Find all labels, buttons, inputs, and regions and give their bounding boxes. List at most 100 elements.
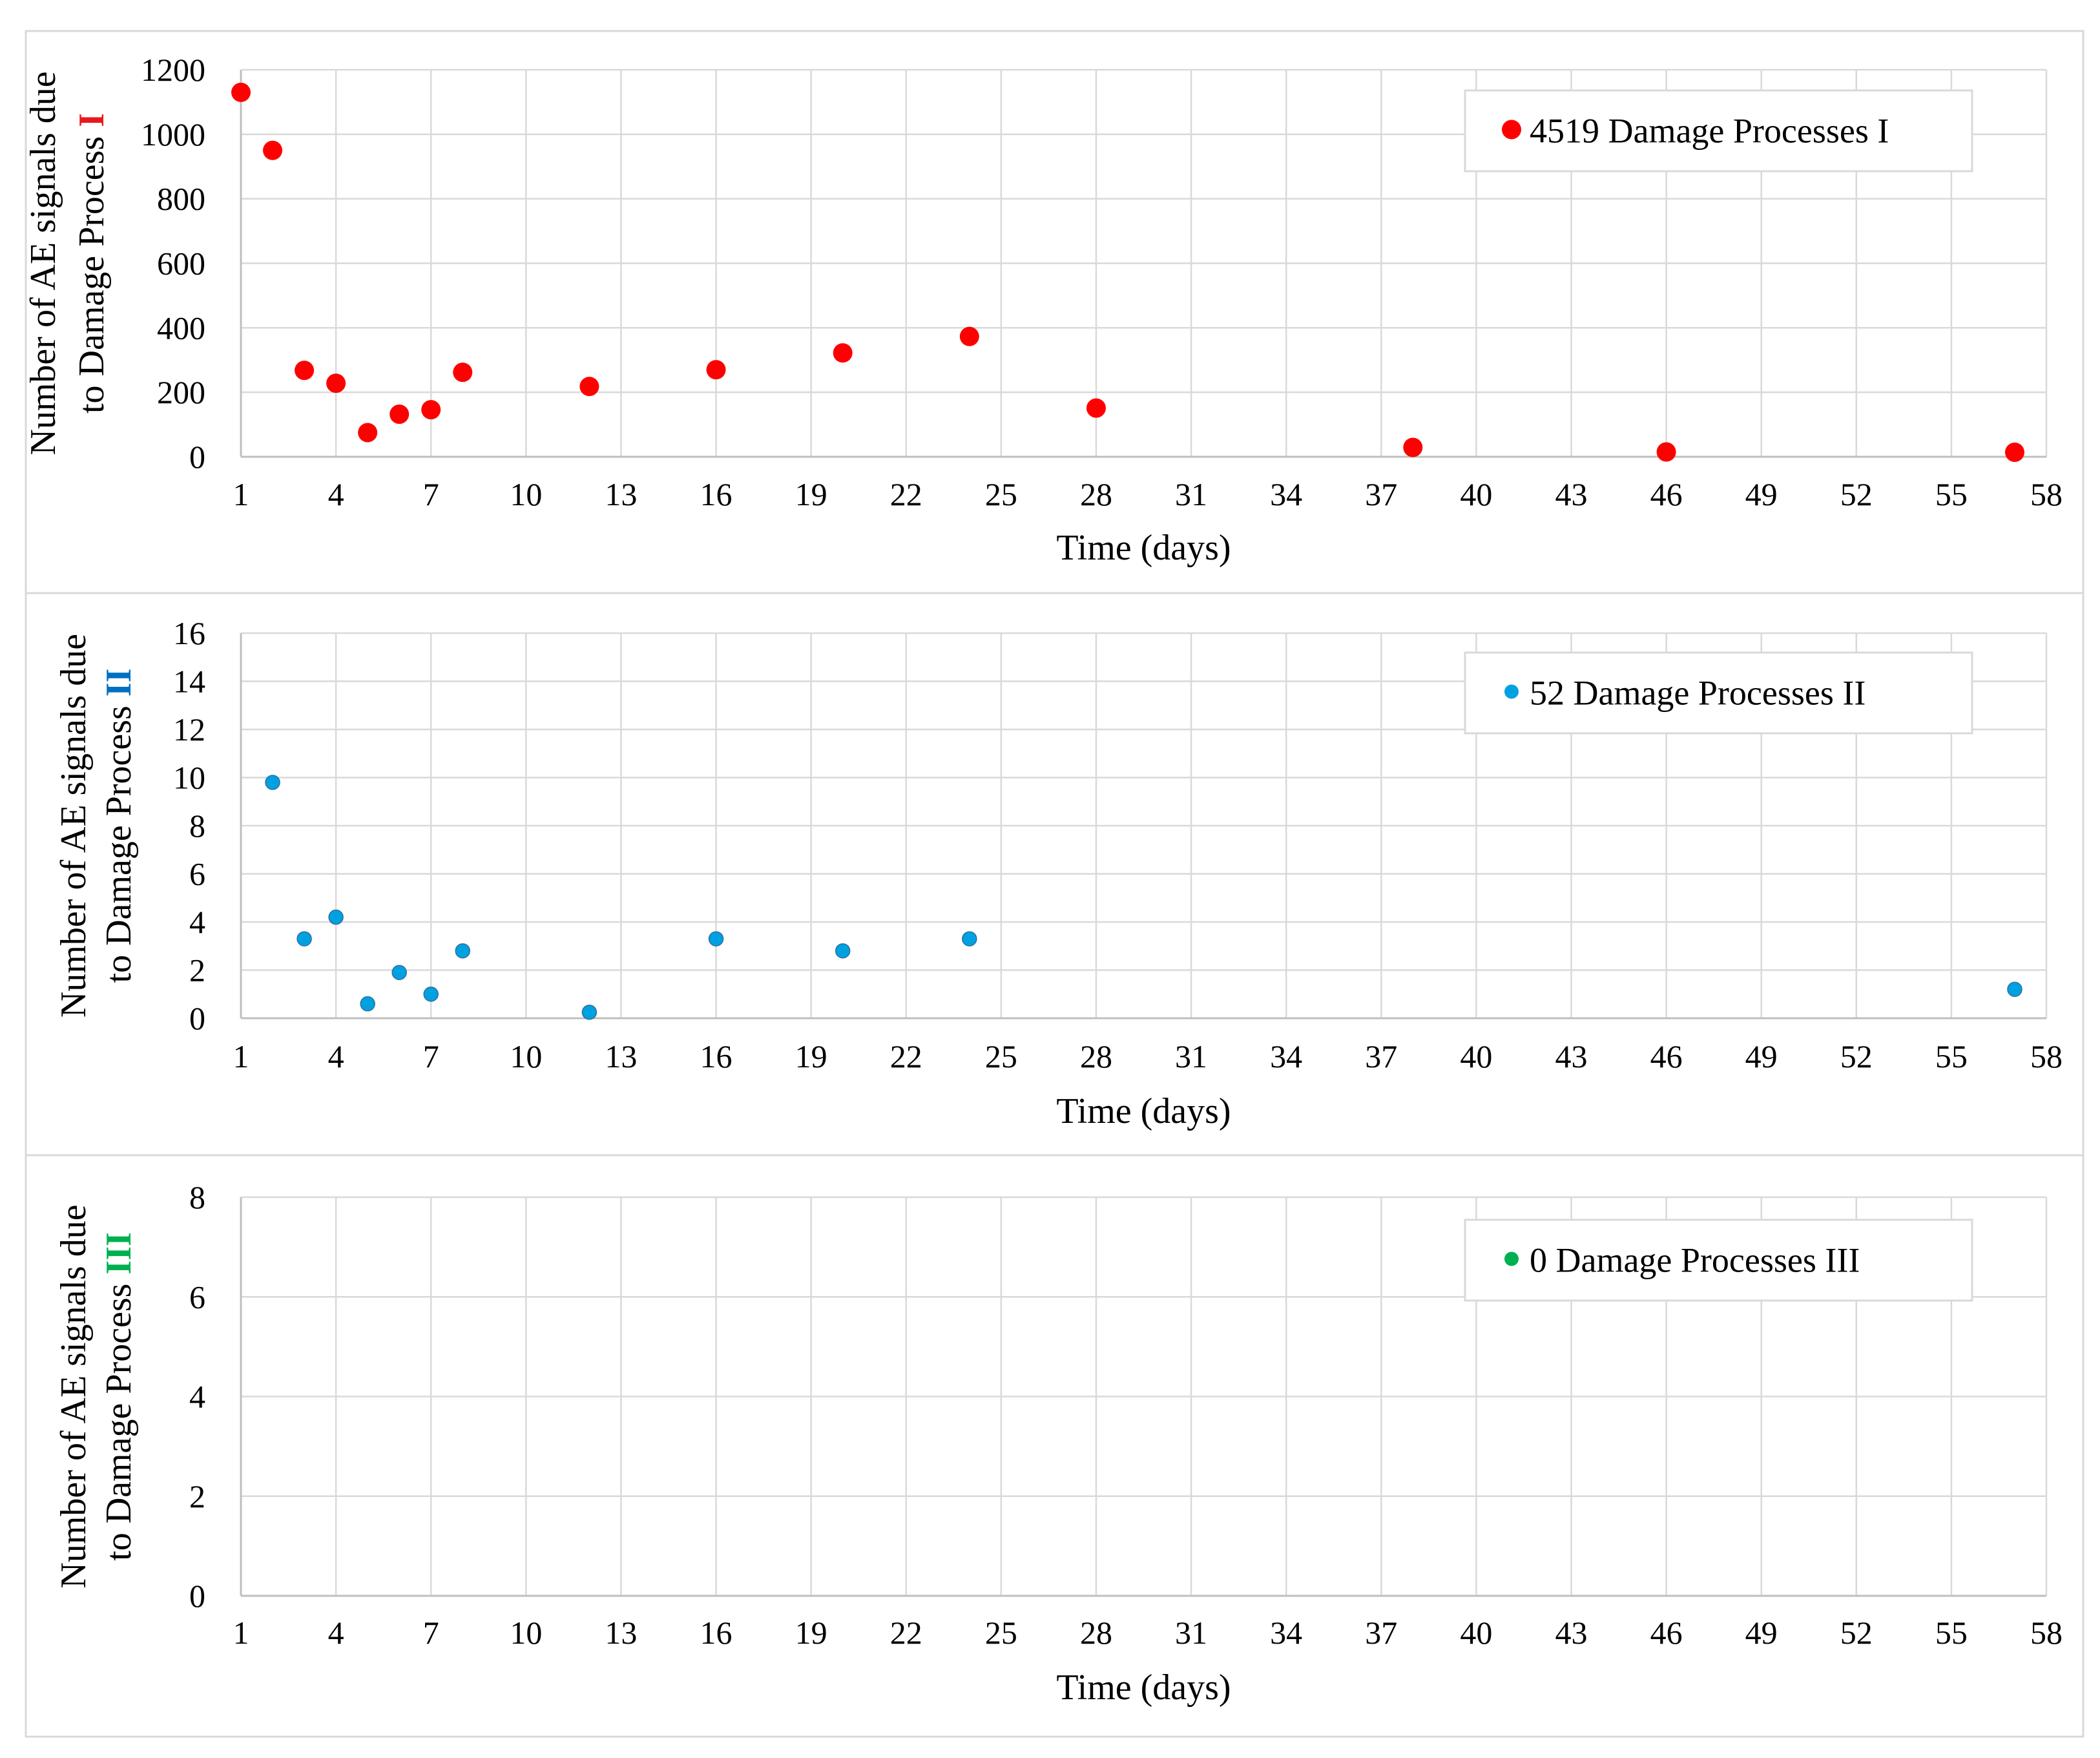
y-tick-label: 6	[189, 856, 205, 892]
y-tick-label: 8	[189, 808, 205, 844]
x-tick-label: 52	[1840, 476, 1873, 512]
x-tick-label: 1	[233, 476, 249, 512]
x-tick-label: 40	[1460, 1038, 1492, 1074]
data-point	[833, 343, 853, 363]
x-tick-label: 13	[605, 1615, 637, 1651]
data-point	[296, 931, 312, 947]
x-tick-label: 7	[423, 476, 439, 512]
data-point	[455, 943, 470, 959]
x-tick-label: 7	[423, 1615, 439, 1651]
data-point	[579, 377, 599, 397]
legend: 0 Damage Processes III	[1464, 1219, 1973, 1302]
data-point	[1086, 398, 1106, 418]
legend-marker	[1502, 120, 1521, 140]
x-tick-label: 10	[510, 1038, 542, 1074]
data-point	[391, 965, 407, 980]
x-tick-label: 43	[1555, 476, 1587, 512]
x-tick-label: 31	[1175, 1038, 1207, 1074]
data-point	[708, 931, 724, 947]
chart-panel-3: 1 4 7 10 13 16 19 22 25 28 31 34 37 40 43 46 49 52 55 58024…	[25, 1154, 2084, 1738]
data-point	[231, 82, 251, 102]
x-tick-label: 16	[700, 1038, 733, 1074]
y-axis-title-line1: Number of AE signals due	[23, 71, 63, 455]
y-tick-label: 8	[189, 1179, 205, 1215]
y-axis-title-text: to Damage Process	[72, 127, 112, 413]
y-axis-title-line1: Number of AE signals due	[54, 1204, 94, 1588]
data-point	[1656, 442, 1676, 462]
x-tick-label: 4	[328, 1615, 344, 1651]
x-tick-label: 52	[1840, 1615, 1873, 1651]
legend: 52 Damage Processes II	[1464, 651, 1973, 735]
data-point	[581, 1004, 598, 1020]
data-point	[265, 775, 280, 790]
x-tick-label: 34	[1270, 1038, 1302, 1074]
x-tick-label: 55	[1935, 476, 1968, 512]
panel-frame	[25, 1154, 2084, 1738]
data-point	[2007, 981, 2022, 998]
y-axis-title-line1: Number of AE signals due	[54, 634, 94, 1018]
legend-box	[1464, 89, 1973, 173]
y-tick-label: 400	[157, 309, 205, 346]
x-tick-label: 4	[328, 476, 344, 512]
legend-box	[1464, 1219, 1973, 1302]
x-tick-label: 25	[985, 1615, 1017, 1651]
x-tick-label: 55	[1935, 1038, 1968, 1074]
legend-marker	[1504, 1251, 1519, 1266]
y-tick-label: 4	[189, 1379, 205, 1415]
y-axis-title-numeral: I	[72, 113, 112, 127]
y-tick-label: 2	[189, 952, 205, 989]
legend-box	[1464, 651, 1973, 735]
data-point	[390, 404, 410, 424]
x-tick-label: 16	[700, 1615, 733, 1651]
x-axis-title: Time (days)	[1056, 528, 1231, 568]
data-point	[326, 373, 346, 393]
x-tick-label: 28	[1080, 1038, 1112, 1074]
y-tick-label: 0	[189, 1578, 205, 1614]
y-axis-title-numeral: III	[99, 1232, 139, 1274]
legend-marker	[1504, 684, 1519, 699]
x-tick-label: 31	[1175, 476, 1207, 512]
data-point	[423, 987, 439, 1002]
x-axis-title: Time (days)	[1056, 1668, 1231, 1708]
x-tick-label: 58	[2030, 1038, 2063, 1074]
data-point	[959, 326, 979, 346]
x-tick-label: 58	[2030, 476, 2063, 512]
x-tick-label: 58	[2030, 1615, 2063, 1651]
x-tick-label: 16	[700, 476, 733, 512]
x-tick-label: 10	[510, 1615, 542, 1651]
data-point	[295, 361, 315, 381]
data-point	[421, 400, 441, 420]
y-axis-title-line2: to Damage Process II	[99, 669, 139, 983]
y-axis-title-numeral: II	[99, 669, 139, 697]
x-tick-label: 46	[1650, 1038, 1683, 1074]
data-point	[453, 362, 473, 382]
y-tick-label: 16	[173, 615, 205, 651]
x-tick-label: 40	[1460, 476, 1492, 512]
legend-label: 4519 Damage Processes I	[1530, 112, 1889, 151]
x-tick-label: 37	[1365, 476, 1397, 512]
x-tick-label: 43	[1555, 1615, 1587, 1651]
x-tick-label: 49	[1745, 476, 1778, 512]
y-tick-label: 200	[157, 374, 205, 410]
x-tick-label: 28	[1080, 1615, 1112, 1651]
x-tick-label: 34	[1270, 1615, 1302, 1651]
y-axis-title-line2: to Damage Process I	[72, 113, 112, 413]
x-tick-label: 19	[795, 476, 827, 512]
x-tick-label: 4	[328, 1038, 344, 1074]
x-tick-label: 55	[1935, 1615, 1968, 1651]
x-tick-label: 37	[1365, 1038, 1397, 1074]
x-tick-label: 46	[1650, 476, 1683, 512]
x-tick-label: 25	[985, 476, 1017, 512]
y-tick-label: 4	[189, 904, 205, 940]
data-point	[1403, 437, 1423, 457]
x-tick-label: 13	[605, 1038, 637, 1074]
x-tick-label: 7	[423, 1038, 439, 1074]
chart-panel-2: 1 4 7 10 13 16 19 22 25 28 31 34 37 40 43 46 49 52 55 58024…	[25, 592, 2084, 1156]
x-tick-label: 46	[1650, 1615, 1683, 1651]
x-tick-label: 43	[1555, 1038, 1587, 1074]
y-tick-label: 0	[189, 1000, 205, 1036]
y-axis-title-line2: to Damage Process III	[99, 1232, 139, 1561]
y-tick-label: 14	[173, 664, 205, 700]
y-tick-label: 6	[189, 1279, 205, 1315]
